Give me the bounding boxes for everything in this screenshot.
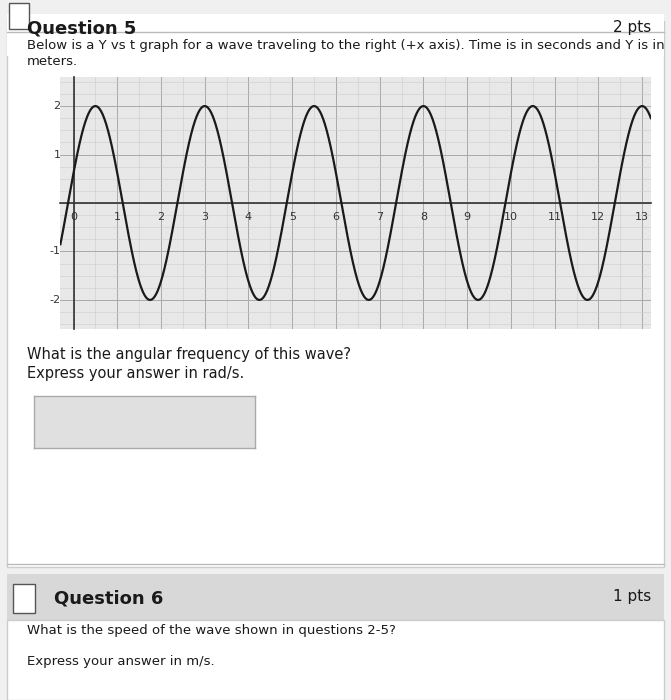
Text: 5: 5 (289, 211, 296, 222)
Text: 2: 2 (158, 211, 164, 222)
Text: 7: 7 (376, 211, 383, 222)
Text: 1: 1 (114, 211, 121, 222)
Text: Question 6: Question 6 (54, 589, 163, 608)
Text: 10: 10 (504, 211, 518, 222)
Text: What is the speed of the wave shown in questions 2-5?: What is the speed of the wave shown in q… (27, 624, 396, 638)
Text: -1: -1 (50, 246, 60, 256)
Text: meters.: meters. (27, 55, 78, 68)
Text: What is the angular frequency of this wave?: What is the angular frequency of this wa… (27, 346, 351, 361)
Text: 2: 2 (53, 101, 60, 111)
Text: 3: 3 (201, 211, 208, 222)
Text: 12: 12 (591, 211, 605, 222)
Text: 2 pts: 2 pts (613, 20, 651, 34)
Text: 13: 13 (635, 211, 649, 222)
Text: Express your answer in rad/s.: Express your answer in rad/s. (27, 366, 244, 381)
Text: 0: 0 (70, 211, 77, 222)
Text: 6: 6 (332, 211, 340, 222)
Text: 9: 9 (464, 211, 471, 222)
Text: 4: 4 (245, 211, 252, 222)
Text: 1: 1 (54, 150, 60, 160)
Text: Express your answer in m/s.: Express your answer in m/s. (27, 654, 215, 668)
Text: 1 pts: 1 pts (613, 589, 651, 604)
Text: 8: 8 (420, 211, 427, 222)
Text: Below is a Y vs t graph for a wave traveling to the right (+x axis). Time is in : Below is a Y vs t graph for a wave trave… (27, 38, 664, 52)
Text: 11: 11 (548, 211, 562, 222)
Text: Question 5: Question 5 (27, 20, 136, 38)
Text: -2: -2 (49, 295, 60, 305)
